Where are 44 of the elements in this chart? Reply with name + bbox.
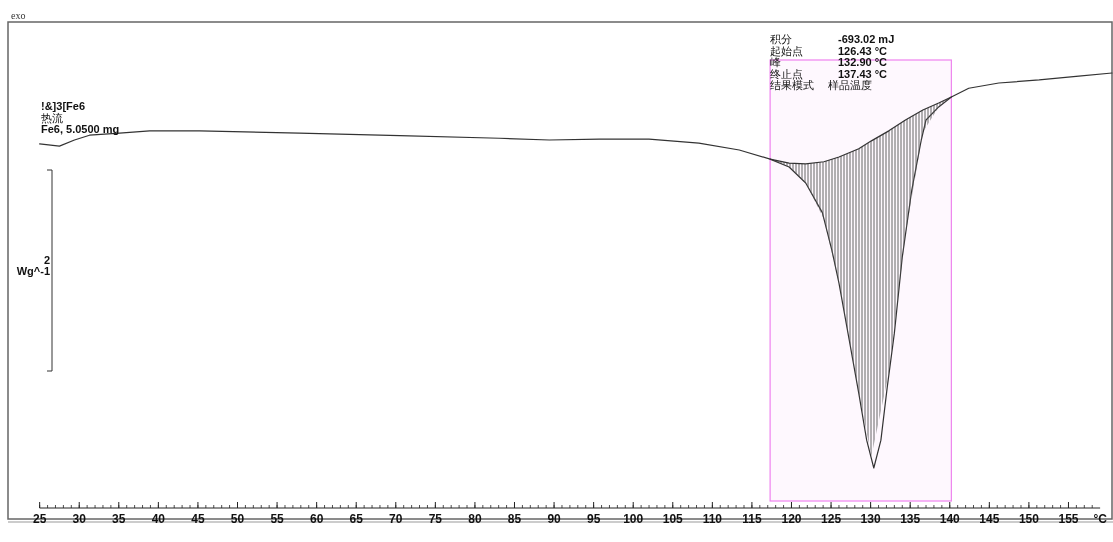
x-tick-label: 115 <box>742 512 762 526</box>
x-tick-label: 35 <box>112 512 126 526</box>
x-tick-label: 25 <box>32 512 47 526</box>
annotation: Fe6, 5.0500 mg <box>41 123 120 135</box>
x-tick-label: 110 <box>702 512 723 526</box>
y-axis-title: Wg^-1 <box>16 265 50 277</box>
annotation: 2 <box>43 254 50 266</box>
x-tick-label: 95 <box>586 512 601 526</box>
text: 峰 <box>770 56 781 68</box>
x-tick-label: 125 <box>821 512 842 526</box>
x-tick-label: 145 <box>979 512 1000 526</box>
x-tick-label: 105 <box>662 512 684 526</box>
x-tick-label: 65 <box>349 512 364 526</box>
x-tick-label: 70 <box>389 512 403 526</box>
x-tick-label: 140 <box>939 512 961 526</box>
x-tick-label: 75 <box>428 512 443 526</box>
annotation: 137.43 °C <box>838 67 888 80</box>
text: -693.02 mJ <box>838 33 895 45</box>
x-tick-label: 90 <box>547 512 562 526</box>
x-tick-label: 130 <box>860 512 881 526</box>
text: 126.43 °C <box>838 44 888 57</box>
x-tick-label: 135 <box>900 512 921 526</box>
x-tick-label: 30 <box>72 512 87 526</box>
x-tick-label: 120 <box>781 512 802 526</box>
annotation: 样品温度 <box>828 79 872 91</box>
text: 积分 <box>770 33 792 45</box>
x-tick-label: 100 <box>623 512 644 526</box>
x-tick-label: 55 <box>270 512 285 526</box>
text: 起始点 <box>770 44 803 57</box>
x-tick-label: 150 <box>1018 512 1040 526</box>
x-axis-title: °C <box>1093 512 1108 526</box>
annotation: 结果模式 <box>770 79 814 91</box>
annotation: 终止点 <box>770 67 803 80</box>
x-tick-label: 60 <box>309 512 324 526</box>
x-tick-label: 45 <box>191 512 205 526</box>
text: 132.90 °C <box>838 56 888 68</box>
text: exo <box>11 10 26 21</box>
annotation: 热流 <box>41 111 63 124</box>
x-tick-label: 80 <box>468 512 482 526</box>
x-tick-label: 85 <box>507 512 522 526</box>
x-tick-label: 40 <box>151 512 166 526</box>
annotation: !&]3[Fe6 <box>41 100 86 112</box>
x-tick-label: 155 <box>1058 512 1079 526</box>
x-tick-label: 50 <box>230 512 245 526</box>
